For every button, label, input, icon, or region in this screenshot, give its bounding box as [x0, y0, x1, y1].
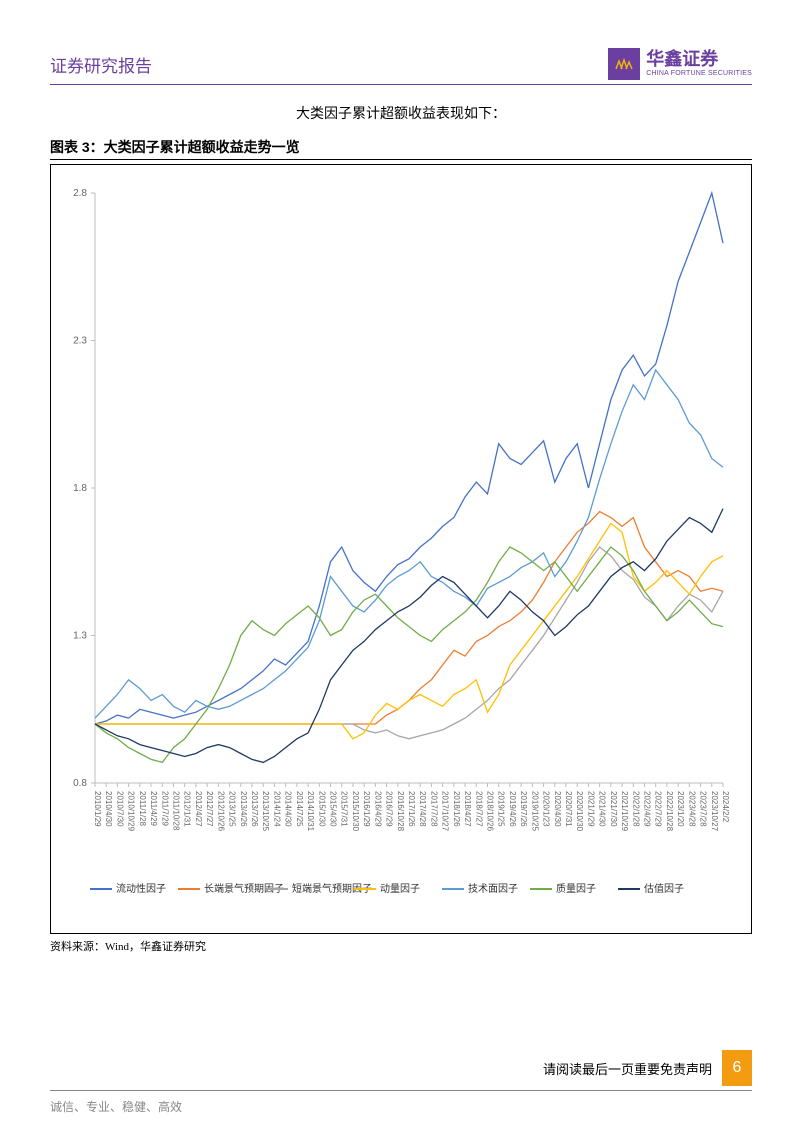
svg-text:2023/10/27: 2023/10/27 [710, 791, 719, 832]
svg-text:2013/1/25: 2013/1/25 [228, 791, 237, 827]
svg-text:2019/1/25: 2019/1/25 [497, 791, 506, 827]
svg-text:2013/7/26: 2013/7/26 [250, 791, 259, 827]
svg-text:质量因子: 质量因子 [556, 883, 596, 895]
svg-text:2021/10/29: 2021/10/29 [620, 791, 629, 832]
svg-text:2023/4/28: 2023/4/28 [687, 791, 696, 827]
line-chart: 0.8 1.3 1.8 2.3 2.8 2010/1/292010/4/302010/7/… [63, 183, 733, 913]
figure-title: 图表 3：大类因子累计超额收益走势一览 [50, 137, 752, 160]
svg-text:动量因子: 动量因子 [380, 883, 420, 895]
svg-text:2014/7/25: 2014/7/25 [295, 791, 304, 827]
brand-logo: 华鑫证券 CHINA FORTUNE SECURITIES [608, 48, 752, 80]
logo-en: CHINA FORTUNE SECURITIES [646, 70, 752, 78]
svg-text:2014/4/30: 2014/4/30 [284, 791, 293, 827]
svg-text:2011/7/29: 2011/7/29 [160, 791, 169, 827]
intro-text: 大类因子累计超额收益表现如下： [50, 103, 752, 123]
svg-text:2012/10/26: 2012/10/26 [216, 791, 225, 832]
svg-text:2012/4/27: 2012/4/27 [194, 791, 203, 827]
svg-text:2010/10/29: 2010/10/29 [127, 791, 136, 832]
svg-text:2022/4/29: 2022/4/29 [643, 791, 652, 827]
svg-text:2018/7/27: 2018/7/27 [474, 791, 483, 827]
svg-text:2010/1/29: 2010/1/29 [93, 791, 102, 827]
svg-text:2019/4/26: 2019/4/26 [508, 791, 517, 827]
svg-text:2016/10/28: 2016/10/28 [396, 791, 405, 832]
svg-text:2014/1/24: 2014/1/24 [272, 791, 281, 827]
svg-text:2020/10/30: 2020/10/30 [575, 791, 584, 832]
svg-text:2.3: 2.3 [73, 336, 87, 347]
logo-icon [608, 48, 640, 80]
svg-text:2022/10/28: 2022/10/28 [665, 791, 674, 832]
logo-cn: 华鑫证券 [646, 50, 752, 70]
svg-text:2022/7/29: 2022/7/29 [654, 791, 663, 827]
svg-text:2015/7/31: 2015/7/31 [340, 791, 349, 827]
report-title: 证券研究报告 [50, 52, 152, 77]
svg-text:技术面因子: 技术面因子 [468, 882, 518, 895]
svg-text:2011/4/29: 2011/4/29 [149, 791, 158, 827]
svg-text:2017/10/27: 2017/10/27 [441, 791, 450, 832]
svg-text:2016/4/29: 2016/4/29 [373, 791, 382, 827]
svg-text:1.3: 1.3 [73, 631, 87, 642]
svg-text:流动性因子: 流动性因子 [116, 882, 166, 895]
svg-text:2013/10/25: 2013/10/25 [261, 791, 270, 832]
svg-text:2012/7/27: 2012/7/27 [205, 791, 214, 827]
svg-text:1.8: 1.8 [73, 483, 87, 494]
svg-text:2023/1/20: 2023/1/20 [676, 791, 685, 827]
disclaimer-text: 请阅读最后一页重要免责声明 [543, 1059, 712, 1078]
svg-text:2020/4/30: 2020/4/30 [553, 791, 562, 827]
logo-text: 华鑫证券 CHINA FORTUNE SECURITIES [646, 50, 752, 77]
svg-text:2020/1/23: 2020/1/23 [542, 791, 551, 827]
svg-text:2016/1/29: 2016/1/29 [362, 791, 371, 827]
svg-text:2018/4/27: 2018/4/27 [463, 791, 472, 827]
svg-text:2022/1/28: 2022/1/28 [631, 791, 640, 827]
svg-text:2019/10/25: 2019/10/25 [530, 791, 539, 832]
svg-text:2016/7/29: 2016/7/29 [385, 791, 394, 827]
figure-source: 资料来源：Wind，华鑫证券研究 [50, 938, 752, 954]
svg-text:估值因子: 估值因子 [644, 882, 684, 895]
svg-text:2018/1/26: 2018/1/26 [452, 791, 461, 827]
svg-text:2014/10/31: 2014/10/31 [306, 791, 315, 832]
page-footer: 请阅读最后一页重要免责声明 6 [50, 1050, 752, 1091]
svg-text:2017/7/28: 2017/7/28 [429, 791, 438, 827]
svg-text:0.8: 0.8 [73, 778, 87, 789]
svg-text:2021/7/30: 2021/7/30 [609, 791, 618, 827]
svg-text:2018/10/26: 2018/10/26 [486, 791, 495, 832]
svg-text:2010/7/30: 2010/7/30 [115, 791, 124, 827]
page-number-badge: 6 [722, 1050, 752, 1086]
svg-text:2.8: 2.8 [73, 188, 87, 199]
svg-text:2010/4/30: 2010/4/30 [104, 791, 113, 827]
svg-text:2023/7/28: 2023/7/28 [699, 791, 708, 827]
svg-text:2011/1/28: 2011/1/28 [138, 791, 147, 827]
chart-container: 0.8 1.3 1.8 2.3 2.8 2010/1/292010/4/302010/7/… [50, 164, 752, 934]
company-motto: 诚信、专业、稳健、高效 [50, 1098, 182, 1115]
page-header: 证券研究报告 华鑫证券 CHINA FORTUNE SECURITIES [50, 48, 752, 85]
svg-text:2015/1/30: 2015/1/30 [317, 791, 326, 827]
svg-text:2013/4/26: 2013/4/26 [239, 791, 248, 827]
svg-text:2021/4/30: 2021/4/30 [598, 791, 607, 827]
svg-text:2017/4/28: 2017/4/28 [418, 791, 427, 827]
svg-text:2019/7/26: 2019/7/26 [519, 791, 528, 827]
svg-text:2015/4/30: 2015/4/30 [329, 791, 338, 827]
svg-text:2020/7/31: 2020/7/31 [564, 791, 573, 827]
svg-text:2024/2/2: 2024/2/2 [721, 791, 730, 823]
svg-text:2011/10/28: 2011/10/28 [172, 791, 181, 831]
svg-text:2021/1/29: 2021/1/29 [586, 791, 595, 827]
svg-text:2012/1/31: 2012/1/31 [183, 791, 192, 827]
svg-text:2017/1/26: 2017/1/26 [407, 791, 416, 827]
svg-text:2015/10/30: 2015/10/30 [351, 791, 360, 832]
